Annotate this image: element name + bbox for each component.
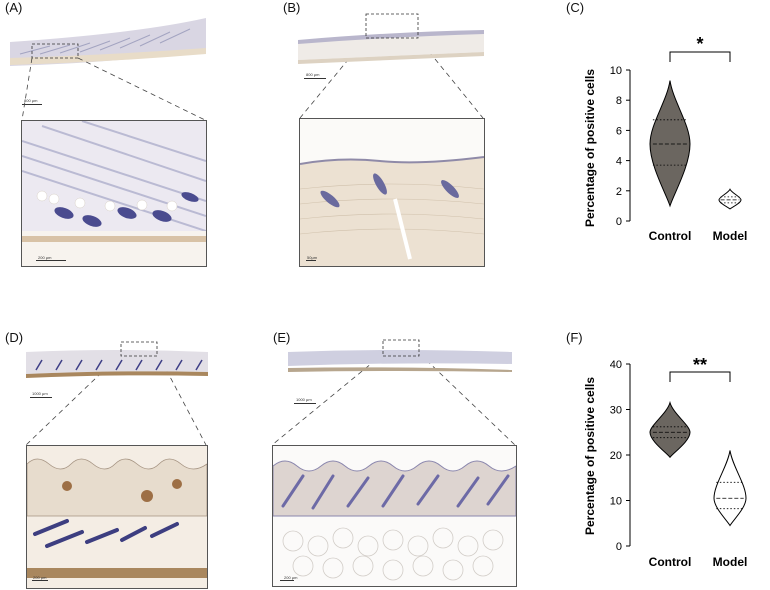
y-tick-label-f-1: 10 bbox=[610, 496, 622, 508]
y-axis-label-c: Percentage of positive cells bbox=[583, 69, 597, 227]
x-tick-label-f-control: Control bbox=[649, 555, 692, 569]
scale-bar-a-zoom bbox=[36, 260, 66, 261]
panel-label-f: (F) bbox=[566, 330, 583, 345]
scale-text-a-overview: 800 μm bbox=[24, 98, 38, 103]
violin-chart-f: Percentage of positive cells 0 10 20 30 40 *… bbox=[583, 355, 748, 569]
violin-f-model bbox=[713, 450, 747, 527]
x-tick-label-f-model: Model bbox=[713, 555, 748, 569]
micrograph-d-zoom bbox=[26, 445, 208, 589]
panel-label-e: (E) bbox=[273, 330, 291, 345]
violin-c-model bbox=[718, 188, 742, 210]
scale-bar-a-overview bbox=[22, 104, 42, 105]
y-tick-label-f-3: 30 bbox=[610, 405, 622, 417]
panel-label-a: (A) bbox=[5, 0, 23, 15]
scale-text-d-zoom: 200 μm bbox=[33, 575, 47, 580]
scale-text-e-zoom: 200 μm bbox=[284, 575, 298, 580]
scale-text-b-overview: 800 μm bbox=[306, 72, 320, 77]
scale-text-a-zoom: 200 μm bbox=[38, 255, 52, 260]
scale-text-d-overview: 1000 μm bbox=[32, 391, 48, 396]
scale-bar-e-zoom bbox=[280, 580, 294, 581]
panel-label-d: (D) bbox=[5, 330, 24, 345]
scale-bar-e-overview bbox=[294, 403, 316, 404]
y-tick-label-f-2: 20 bbox=[610, 450, 622, 462]
y-tick-label-f-0: 0 bbox=[616, 541, 622, 553]
scale-bar-d-zoom bbox=[32, 580, 48, 581]
significance-bracket-c bbox=[669, 51, 731, 62]
micrograph-e-overview bbox=[288, 339, 512, 372]
panel-label-c: (C) bbox=[566, 0, 585, 15]
micrograph-b-zoom bbox=[299, 118, 485, 267]
y-tick-label-c-5: 10 bbox=[610, 65, 622, 77]
y-tick-label-c-0: 0 bbox=[616, 216, 622, 228]
y-tick-label-f-4: 40 bbox=[610, 359, 622, 371]
y-tick-label-c-3: 6 bbox=[616, 125, 622, 137]
violin-f-control bbox=[649, 400, 691, 459]
y-tick-label-c-1: 2 bbox=[616, 186, 622, 198]
violin-c-control bbox=[649, 80, 691, 208]
significance-bracket-f bbox=[669, 371, 731, 382]
scale-bar-b-overview bbox=[304, 78, 326, 79]
x-tick-label-c-control: Control bbox=[649, 229, 692, 243]
violin-chart-c: Percentage of positive cells 0 2 4 6 8 10 * C… bbox=[583, 34, 748, 243]
scale-text-e-overview: 1000 μm bbox=[296, 397, 312, 402]
significance-label-f: ** bbox=[693, 355, 707, 375]
micrograph-a-zoom bbox=[21, 120, 207, 267]
significance-label-c: * bbox=[696, 34, 703, 54]
scale-bar-d-overview bbox=[30, 397, 52, 398]
micrograph-a-overview bbox=[10, 18, 206, 66]
panel-label-b: (B) bbox=[283, 0, 301, 15]
micrograph-e-zoom bbox=[272, 445, 517, 587]
micrograph-b-overview bbox=[298, 13, 484, 64]
micrograph-d-overview bbox=[26, 341, 208, 378]
scale-bar-b-zoom bbox=[306, 260, 316, 261]
y-axis-label-f: Percentage of positive cells bbox=[583, 377, 597, 535]
scale-text-b-zoom: 50μm bbox=[307, 255, 318, 260]
x-tick-label-c-model: Model bbox=[713, 229, 748, 243]
y-tick-label-c-2: 4 bbox=[616, 156, 622, 168]
y-tick-label-c-4: 8 bbox=[616, 95, 622, 107]
